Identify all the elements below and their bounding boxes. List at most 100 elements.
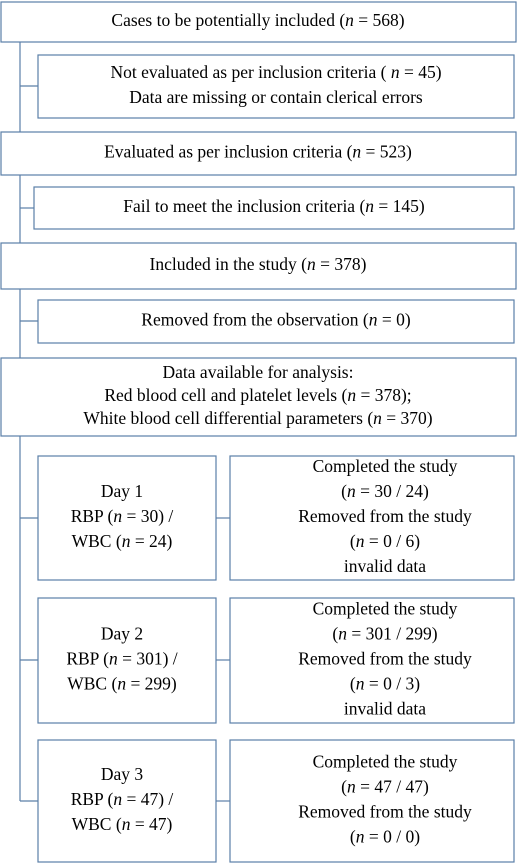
italic-symbol: n [347, 385, 356, 405]
text-part: Data are missing or contain clerical err… [129, 87, 423, 107]
node-text: (n = 30 / 24) [341, 481, 429, 501]
text-part: = 370) [382, 408, 433, 428]
node-text: RBP (n = 47) / [71, 789, 174, 809]
text-part: Day 1 [101, 481, 143, 501]
text-part: Completed the study [313, 599, 458, 619]
node-text: WBC (n = 299) [67, 674, 177, 694]
node-text: (n = 301 / 299) [332, 624, 437, 644]
text-part: = 523) [361, 142, 412, 162]
italic-symbol: n [307, 254, 316, 274]
text-part: invalid data [344, 699, 426, 719]
text-part: = 0) [378, 310, 411, 330]
text-part: = 299) [126, 674, 177, 694]
text-part: = 47) [130, 814, 172, 834]
node-text: Day 1 [101, 481, 143, 501]
italic-symbol: n [345, 10, 354, 30]
node-text: Removed from the study [298, 649, 472, 669]
node-text: invalid data [344, 699, 426, 719]
text-part: WBC ( [67, 674, 117, 694]
node-box [229, 455, 515, 581]
node-text: Removed from the study [298, 506, 472, 526]
text-part: Removed from the observation ( [141, 310, 369, 330]
connectors [19, 42, 230, 802]
node-text: Completed the study [313, 599, 458, 619]
node-text: WBC (n = 24) [72, 531, 173, 551]
italic-symbol: n [356, 827, 365, 847]
node: Completed the study(n = 301 / 299)Remove… [229, 597, 515, 724]
node-box [33, 186, 515, 230]
italic-symbol: n [113, 789, 122, 809]
node: Not evaluated as per inclusion criteria … [37, 54, 515, 119]
node-text: Day 3 [101, 764, 144, 784]
italic-symbol: n [109, 649, 118, 669]
text-part: = 378) [316, 254, 367, 274]
node-text: Fail to meet the inclusion criteria (n =… [123, 196, 425, 216]
text-part: = 301) / [118, 649, 178, 669]
node: Data available for analysis: Red blood ce… [0, 357, 517, 437]
node-text: White blood cell differential parameters… [83, 408, 432, 428]
node-text: invalid data [344, 556, 426, 576]
text-part: invalid data [344, 556, 426, 576]
text-part: Completed the study [313, 752, 458, 772]
node: Completed the study(n = 47 / 47)Removed … [229, 739, 515, 863]
text-part: = 145) [374, 196, 425, 216]
node-text: Completed the study [313, 456, 458, 476]
text-part: Removed from the study [298, 506, 472, 526]
italic-symbol: n [352, 142, 361, 162]
node: Removed from the observation (n = 0) [37, 299, 515, 344]
node-box [229, 739, 515, 863]
node-box [37, 597, 217, 724]
text-part: = 568) [354, 10, 405, 30]
node-text: Completed the study [313, 752, 458, 772]
italic-symbol: n [347, 777, 356, 797]
text-part: = 301 / 299) [347, 624, 438, 644]
text-part: = 30 / 24) [356, 481, 429, 501]
text-part: ( [341, 777, 347, 797]
node-box [37, 739, 217, 863]
node-text: Day 2 [101, 624, 143, 644]
node: Included in the study (n = 378) [0, 242, 517, 290]
node: Day 3 RBP (n = 47) / WBC (n = 47) [37, 739, 217, 863]
node-box [0, 357, 517, 437]
text-part: = 378); [356, 385, 412, 405]
node-text: WBC (n = 47) [72, 814, 173, 834]
text-part: Day 2 [101, 624, 143, 644]
text-part: = 47 / 47) [356, 777, 429, 797]
node-text: Not evaluated as per inclusion criteria … [110, 62, 441, 82]
text-part: ( [350, 674, 356, 694]
italic-symbol: n [113, 506, 122, 526]
node-box [0, 131, 517, 176]
italic-symbol: n [338, 624, 347, 644]
node: Cases to be potentially included (n = 56… [0, 1, 517, 43]
node: Completed the study(n = 30 / 24)Removed … [229, 455, 515, 581]
node-text: (n = 0 / 6) [350, 531, 420, 551]
text-part: Data available for analysis: [163, 362, 354, 382]
node: Fail to meet the inclusion criteria (n =… [33, 186, 515, 230]
node-text: (n = 0 / 3) [350, 674, 420, 694]
text-part: ( [332, 624, 338, 644]
node-text: Removed from the observation (n = 0) [141, 310, 411, 330]
node-box [229, 597, 515, 724]
text-part: = 24) [130, 531, 172, 551]
text-part: ( [350, 827, 356, 847]
node-text: Evaluated as per inclusion criteria (n =… [104, 142, 412, 162]
node-box [0, 1, 517, 43]
text-part: = 47) / [122, 789, 173, 809]
node-text: (n = 0 / 0) [350, 827, 420, 847]
italic-symbol: n [356, 531, 365, 551]
text-part: Red blood cell and platelet levels ( [104, 385, 347, 405]
italic-symbol: n [122, 531, 131, 551]
node-text: RBP (n = 301) / [66, 649, 177, 669]
text-part: Fail to meet the inclusion criteria ( [123, 196, 365, 216]
node-box [37, 455, 217, 581]
text-part: = 30) / [122, 506, 173, 526]
node-text: Cases to be potentially included (n = 56… [111, 10, 404, 30]
text-part: ( [341, 481, 347, 501]
italic-symbol: n [356, 674, 365, 694]
text-part: Completed the study [313, 456, 458, 476]
text-part: Day 3 [101, 764, 144, 784]
text-part: RBP ( [66, 649, 109, 669]
